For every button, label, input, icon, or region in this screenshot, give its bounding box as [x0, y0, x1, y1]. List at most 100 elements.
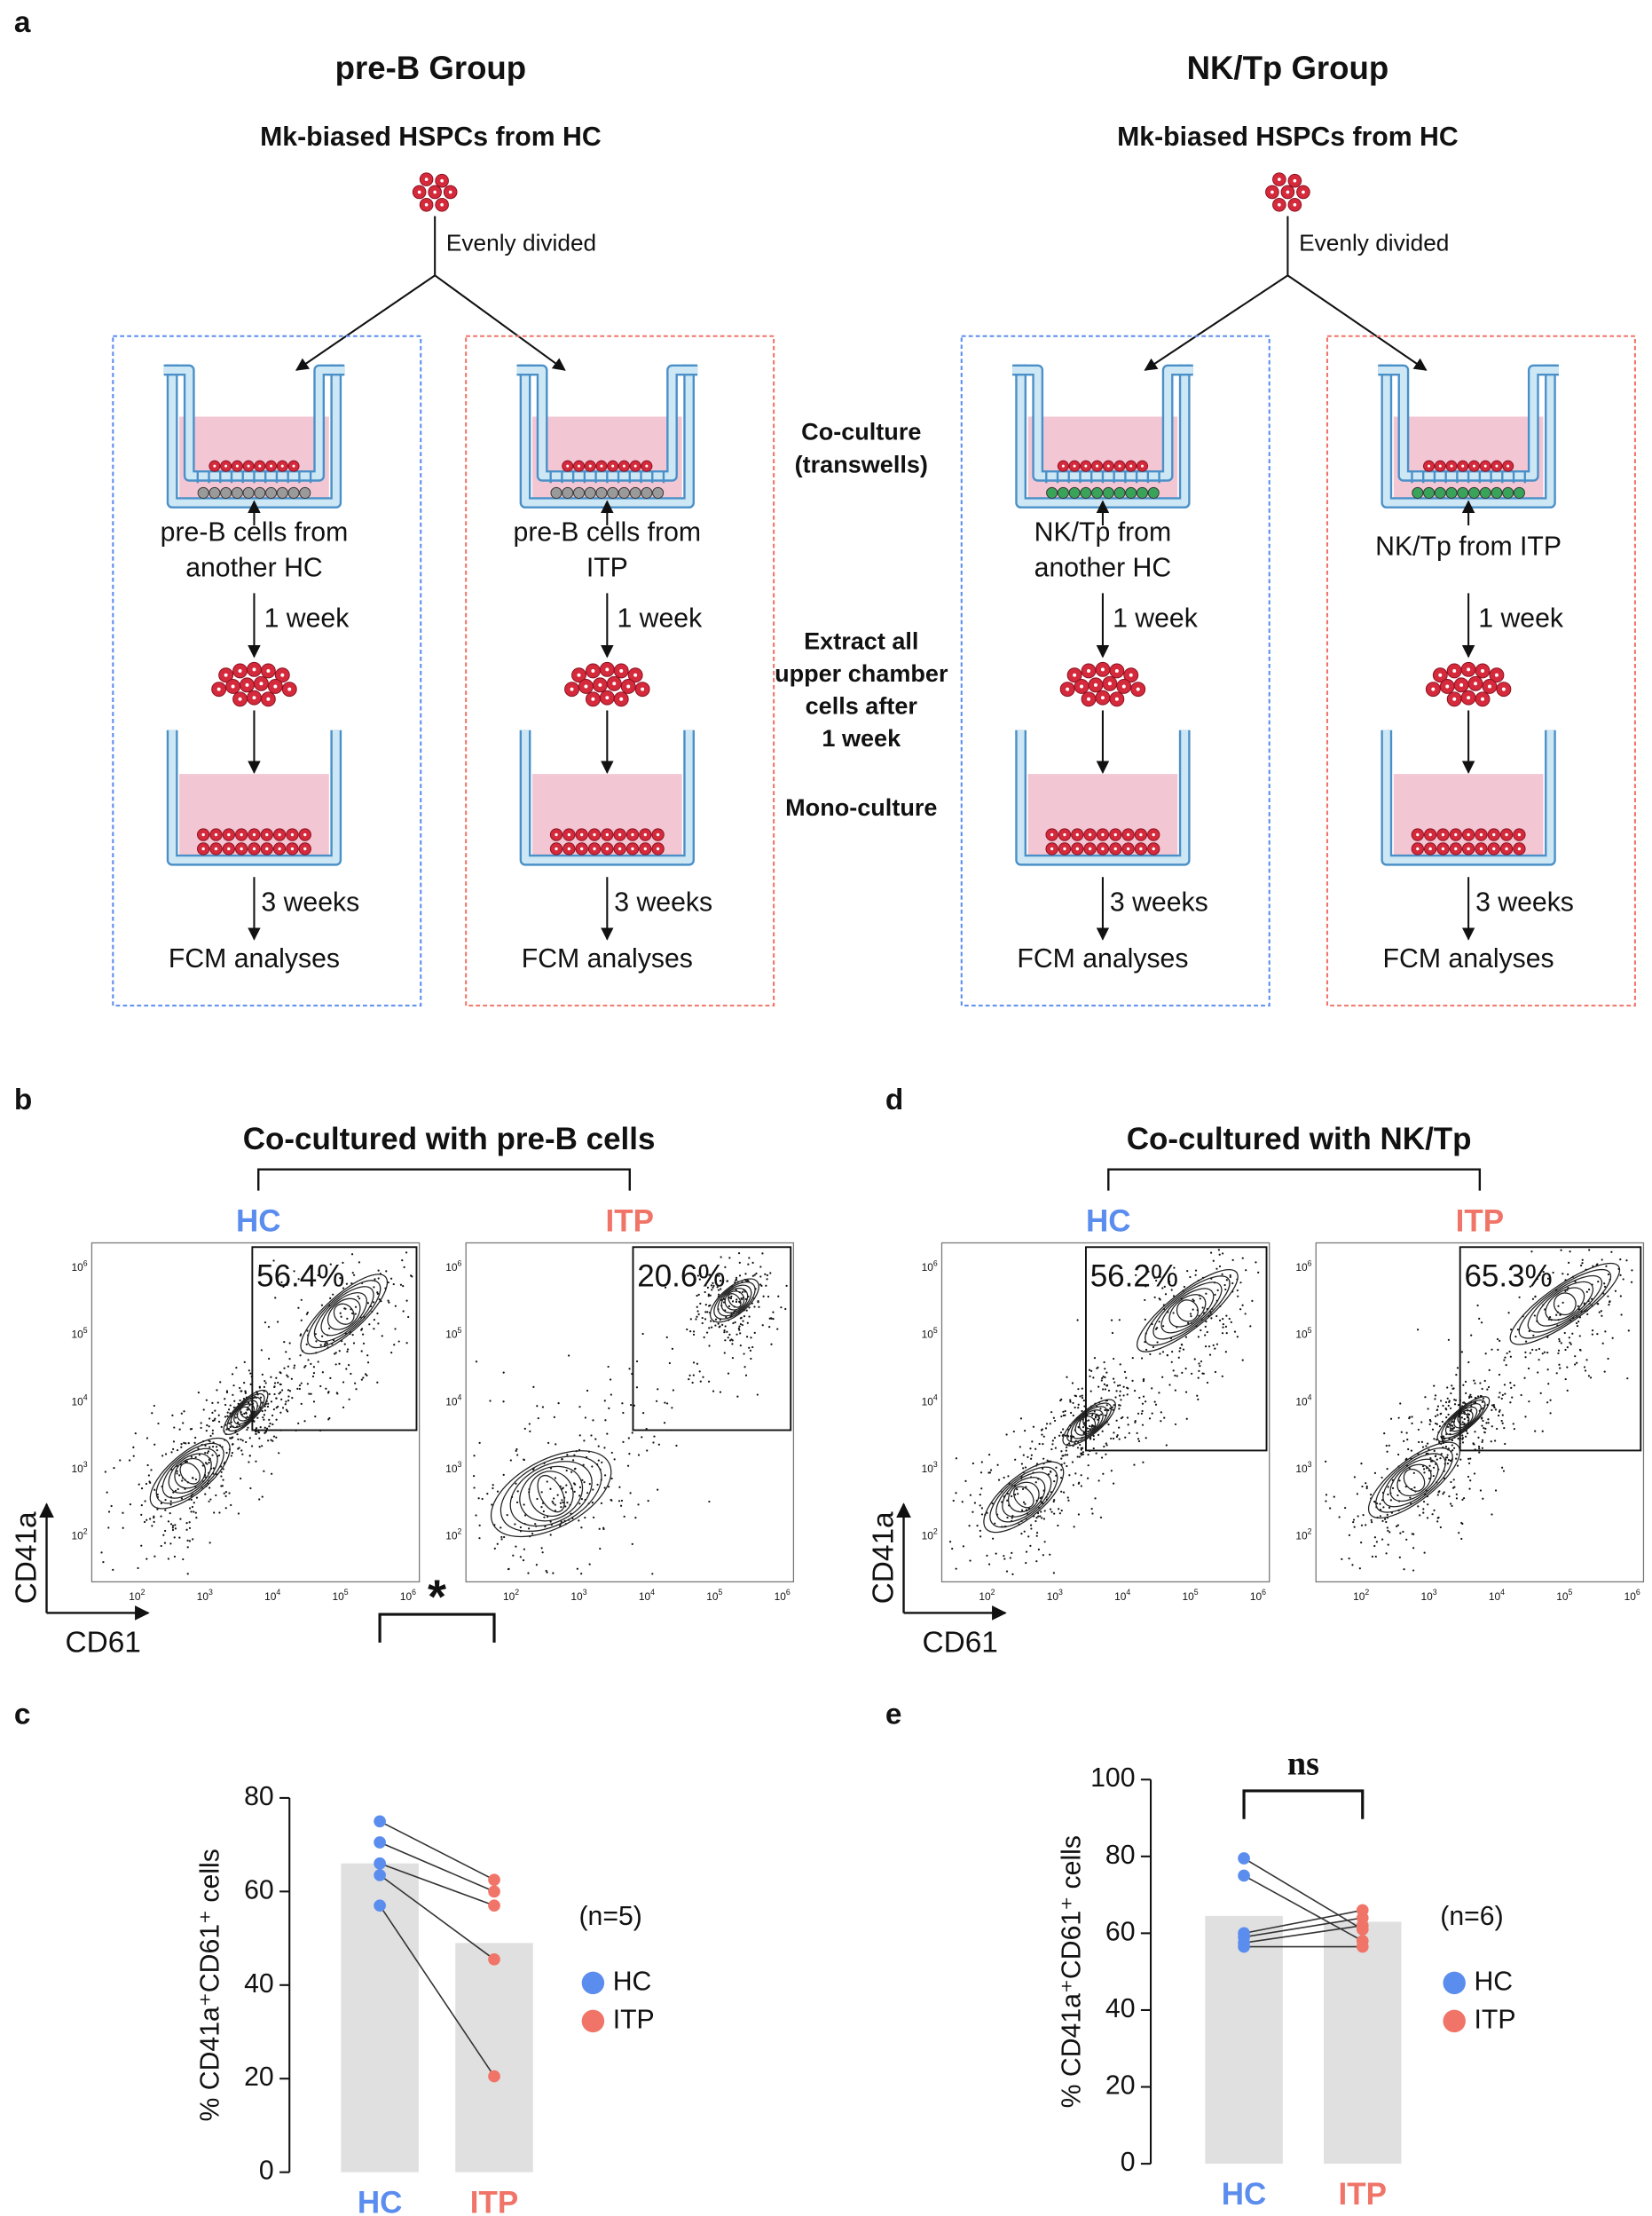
event-dot — [1440, 1453, 1443, 1455]
event-dot — [1082, 1453, 1084, 1455]
event-dot — [263, 1385, 266, 1389]
contour — [1082, 1416, 1097, 1430]
event-dot — [1457, 1404, 1460, 1407]
tick-base: 10 — [445, 1395, 458, 1408]
event-dot — [768, 1325, 771, 1329]
event-dot — [507, 1567, 510, 1570]
event-dot — [287, 1389, 290, 1392]
event-dot — [354, 1382, 357, 1384]
lower-cell — [629, 486, 641, 499]
event-dot — [1148, 1417, 1152, 1420]
event-dot — [1353, 1476, 1356, 1479]
event-dot — [1478, 1451, 1481, 1454]
cell-core — [591, 668, 595, 673]
event-dot — [583, 1481, 586, 1484]
cell-core — [231, 684, 235, 689]
event-dot — [1500, 1419, 1503, 1423]
event-dot — [1382, 1506, 1385, 1509]
event-dot — [1070, 1438, 1073, 1440]
event-dot — [1065, 1449, 1067, 1452]
flow-tick-label: 104 — [639, 1588, 655, 1603]
event-dot — [312, 1366, 316, 1368]
event-dot — [657, 1443, 660, 1446]
event-dot — [1564, 1348, 1567, 1352]
event-dot — [603, 1400, 606, 1402]
tick-base: 10 — [1295, 1261, 1308, 1274]
flow-tick-label: 104 — [1114, 1588, 1130, 1603]
event-dot — [1631, 1269, 1633, 1272]
group-title: NK/Tp Group — [1187, 50, 1389, 86]
event-dot — [1068, 1474, 1071, 1477]
flow-tick-label: 106 — [72, 1259, 88, 1274]
event-dot — [1105, 1371, 1108, 1374]
event-dot — [1453, 1399, 1456, 1401]
event-dot — [1460, 1537, 1463, 1541]
event-dot — [1581, 1262, 1584, 1265]
event-dot — [1409, 1496, 1412, 1499]
event-dot — [160, 1502, 163, 1505]
cell-core — [1467, 832, 1470, 837]
event-dot — [1478, 1317, 1481, 1320]
event-dot — [1122, 1394, 1125, 1397]
plot-frame — [465, 1242, 795, 1583]
event-dot — [267, 1402, 270, 1405]
event-dot — [173, 1555, 177, 1558]
event-dot — [1462, 1497, 1466, 1500]
event-dot — [534, 1523, 537, 1526]
event-dot — [1555, 1313, 1558, 1316]
event-dot — [1225, 1279, 1228, 1281]
cell-core — [1093, 682, 1097, 687]
event-dot — [588, 1563, 591, 1565]
plot-frame — [940, 1242, 1270, 1583]
flow-tick-label: 105 — [706, 1588, 722, 1603]
event-dot — [1480, 1321, 1483, 1324]
cell-core — [265, 847, 269, 851]
event-dot — [980, 1513, 984, 1516]
event-dot — [402, 1310, 405, 1313]
event-dot — [228, 1492, 231, 1494]
event-dot — [1110, 1319, 1113, 1321]
event-dot — [738, 1274, 742, 1277]
event-dot — [1412, 1547, 1415, 1550]
event-dot — [1115, 1390, 1118, 1392]
event-dot — [584, 1516, 586, 1519]
event-dot — [1054, 1447, 1057, 1449]
event-dot — [1375, 1502, 1379, 1505]
event-dot — [1518, 1296, 1521, 1298]
event-dot — [303, 1366, 306, 1368]
event-dot — [735, 1300, 738, 1304]
flow-tick-label: 105 — [72, 1326, 88, 1341]
event-dot — [756, 1393, 759, 1396]
tick-exponent: 3 — [1058, 1588, 1063, 1597]
event-dot — [1200, 1329, 1202, 1332]
event-dot — [1212, 1259, 1215, 1262]
event-dot — [1062, 1428, 1065, 1431]
flow-tick-label: 104 — [1489, 1588, 1505, 1603]
contour — [1176, 1299, 1199, 1322]
cell-core — [1100, 696, 1105, 700]
tick-base: 10 — [72, 1329, 84, 1341]
lower-cell — [1491, 486, 1503, 499]
cell-core — [619, 697, 624, 701]
event-dot — [351, 1333, 354, 1337]
event-dot — [991, 1502, 994, 1505]
event-dot — [110, 1504, 113, 1508]
event-dot — [1446, 1425, 1450, 1428]
event-dot — [522, 1559, 525, 1562]
event-dot — [1107, 1423, 1110, 1426]
event-dot — [1091, 1512, 1094, 1515]
event-dot — [260, 1349, 263, 1352]
well-wall-inner — [169, 729, 340, 864]
event-dot — [1502, 1470, 1506, 1472]
event-dot — [1092, 1376, 1095, 1379]
cell-core — [1088, 832, 1092, 837]
event-dot — [1341, 1558, 1343, 1560]
event-dot — [376, 1312, 379, 1315]
event-dot — [208, 1440, 211, 1443]
event-dot — [738, 1329, 741, 1331]
event-dot — [1498, 1396, 1500, 1399]
event-dot — [264, 1426, 266, 1429]
event-dot — [1177, 1356, 1180, 1359]
event-dot — [1397, 1416, 1400, 1419]
y-tick-label: 0 — [259, 2157, 274, 2186]
